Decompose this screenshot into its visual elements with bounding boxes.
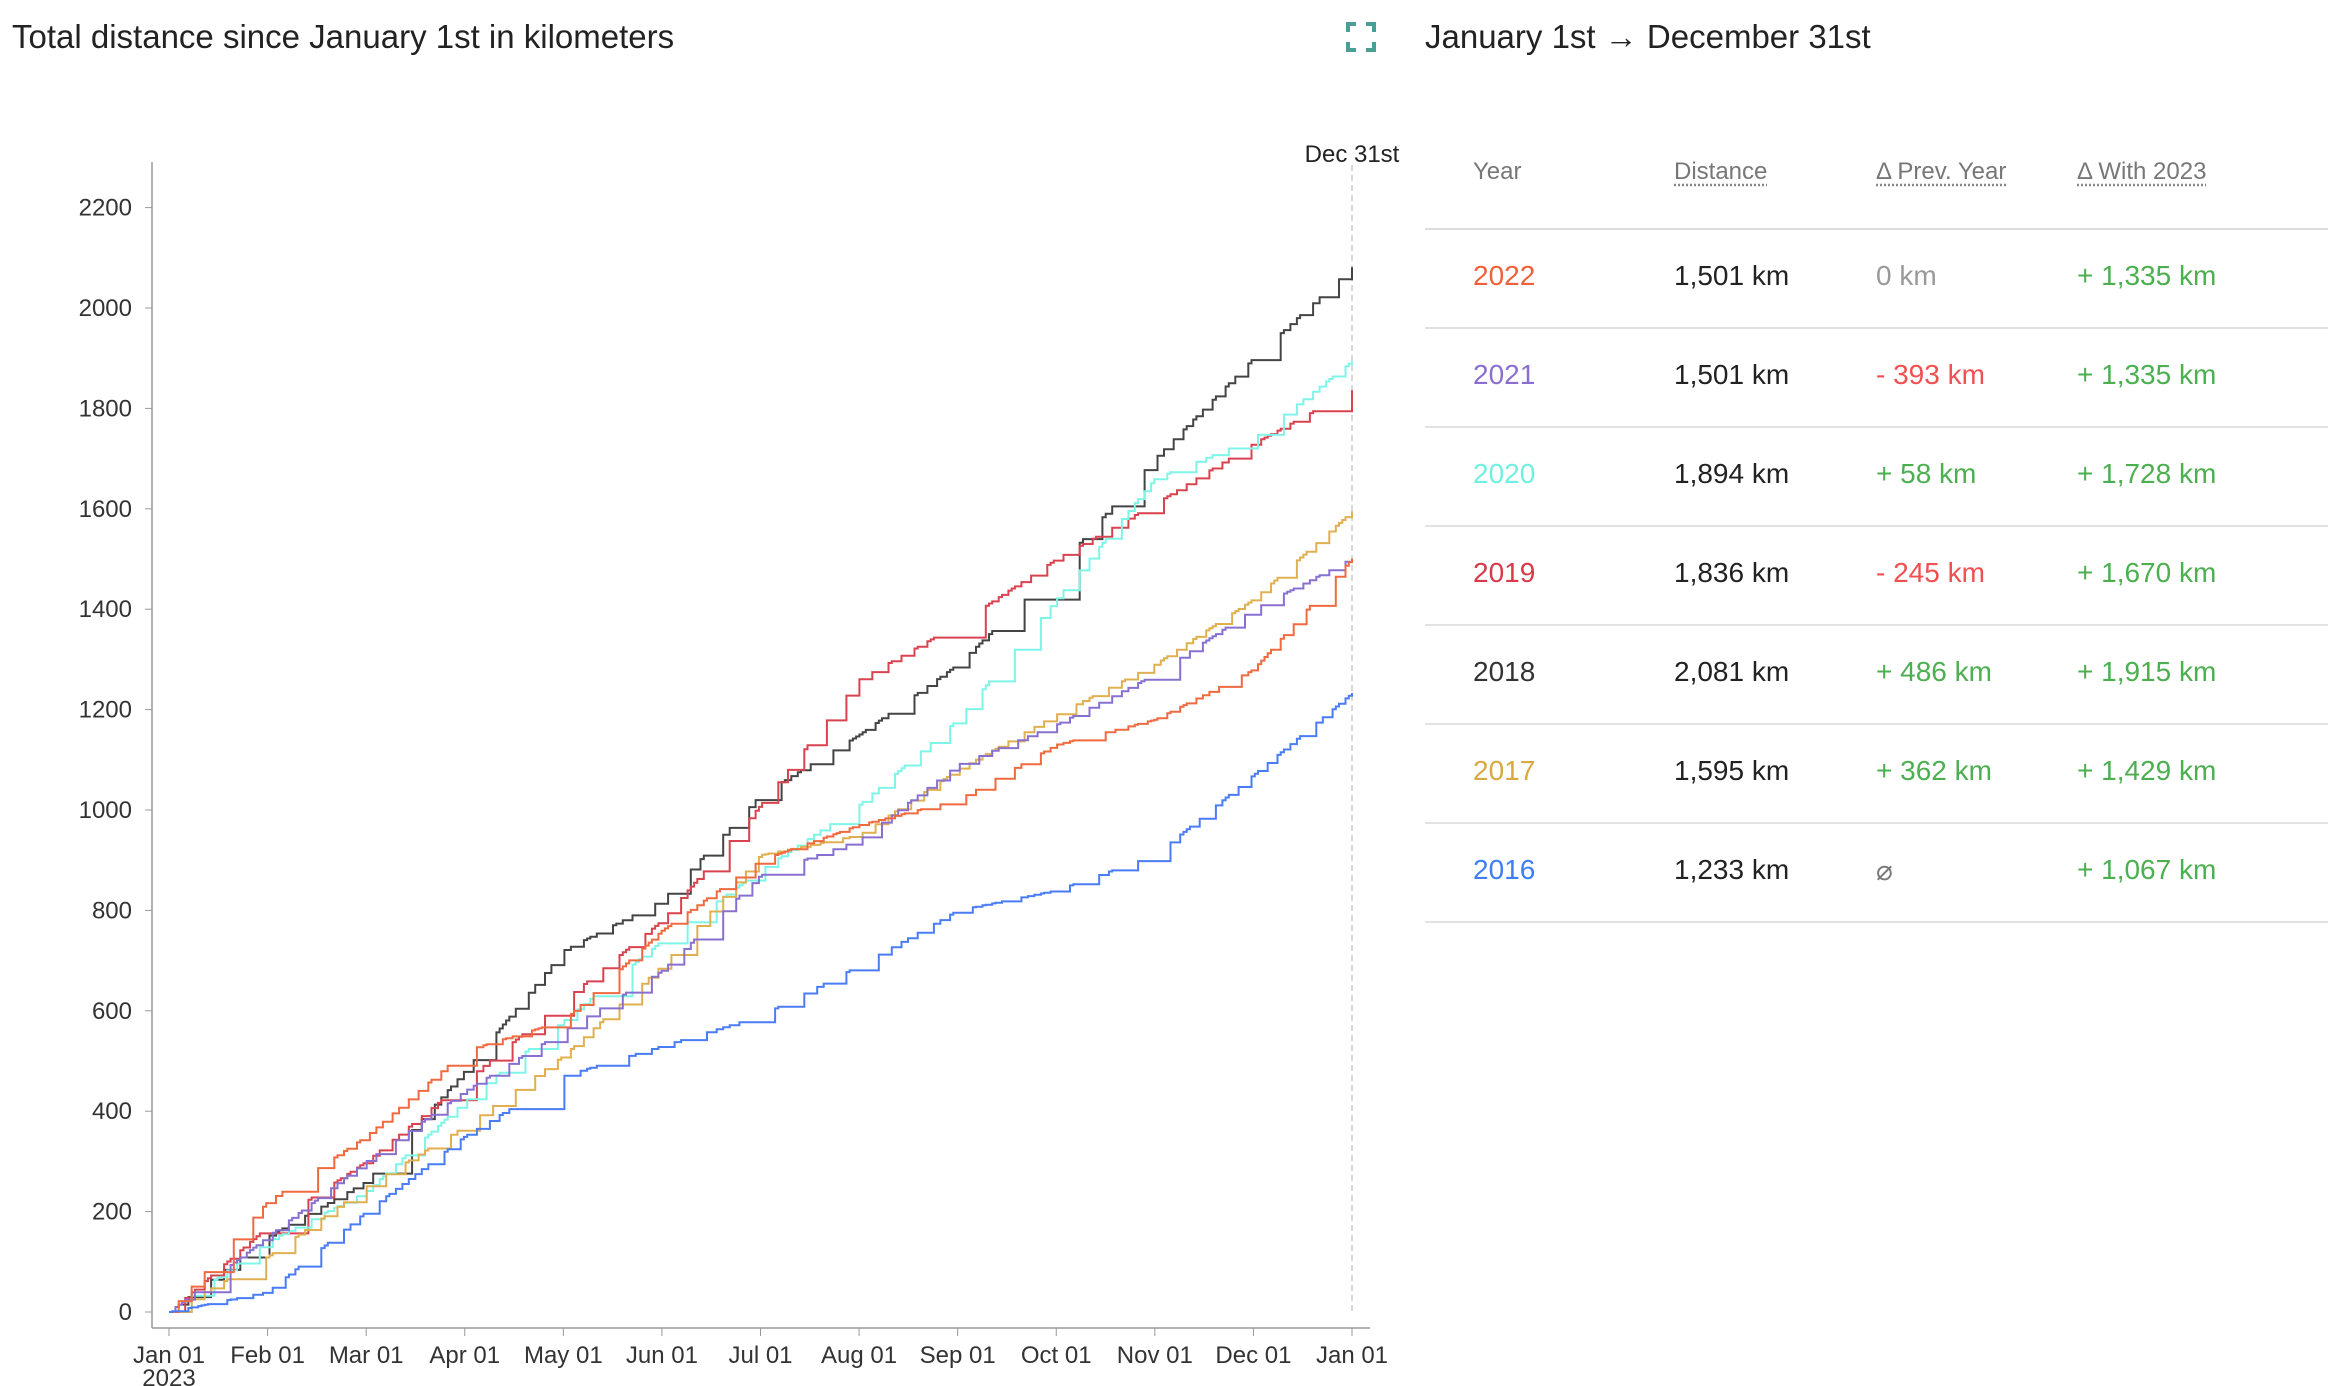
table-row: 2020 1,894 km + 58 km + 1,728 km — [1425, 428, 2328, 527]
x-tick-label: Mar 01 — [329, 1342, 404, 1369]
series-line-2019 — [169, 390, 1353, 1313]
distance-cell: 1,595 km — [1674, 755, 1790, 786]
year-cell: 2019 — [1473, 557, 1536, 588]
table-row: 2017 1,595 km + 362 km + 1,429 km — [1425, 725, 2328, 824]
year-cell: 2018 — [1473, 656, 1536, 687]
x-tick-label: Aug 01 — [821, 1342, 897, 1369]
series-line-2016 — [169, 693, 1353, 1313]
table-row: 2021 1,501 km - 393 km + 1,335 km — [1425, 329, 2328, 428]
year-cell: 2020 — [1473, 458, 1536, 489]
year-cell: 2022 — [1473, 260, 1536, 291]
x-tick-label: Apr 01 — [429, 1342, 500, 1369]
distance-cell: 1,233 km — [1674, 854, 1790, 885]
with-2023-cell: + 1,728 km — [2077, 458, 2217, 489]
year-table: Year Distance Δ Prev. Year Δ With 2023 2… — [1425, 140, 2328, 923]
series-line-2020 — [169, 361, 1353, 1313]
y-tick-label: 1000 — [79, 797, 132, 824]
series-line-2018 — [169, 267, 1353, 1313]
table-row: 2019 1,836 km - 245 km + 1,670 km — [1425, 527, 2328, 626]
prev-year-cell: - 393 km — [1876, 359, 1985, 390]
y-tick-label: 200 — [92, 1199, 132, 1226]
y-tick-label: 1200 — [79, 697, 132, 724]
table-row: 2018 2,081 km + 486 km + 1,915 km — [1425, 626, 2328, 725]
x-tick-label: Jan 01 — [1316, 1342, 1388, 1369]
x-year-label: 2023 — [142, 1365, 195, 1386]
y-tick-label: 800 — [92, 897, 132, 924]
prev-year-cell: ⌀ — [1876, 855, 1893, 886]
prev-year-cell: 0 km — [1876, 260, 1937, 291]
prev-year-cell: + 362 km — [1876, 755, 1992, 786]
range-title: January 1st → December 31st — [1425, 18, 1871, 55]
dec31-label: Dec 31st — [1305, 141, 1400, 168]
y-tick-label: 2000 — [79, 295, 132, 322]
chart-title: Total distance since January 1st in kilo… — [12, 18, 675, 55]
y-tick-label: 1400 — [79, 596, 132, 623]
year-cell: 2021 — [1473, 359, 1536, 390]
prev-year-cell: - 245 km — [1876, 557, 1985, 588]
x-tick-label: Oct 01 — [1021, 1342, 1092, 1369]
y-tick-label: 1600 — [79, 496, 132, 523]
with-2023-cell: + 1,335 km — [2077, 359, 2217, 390]
distance-cell: 2,081 km — [1674, 656, 1790, 687]
x-tick-label: Dec 01 — [1215, 1342, 1291, 1369]
table-row: 2016 1,233 km ⌀ + 1,067 km — [1425, 824, 2328, 923]
x-tick-label: Nov 01 — [1117, 1342, 1193, 1369]
y-tick-label: 0 — [119, 1299, 132, 1326]
with-2023-cell: + 1,915 km — [2077, 656, 2217, 687]
y-tick-label: 600 — [92, 998, 132, 1025]
prev-year-cell: + 486 km — [1876, 656, 1992, 687]
year-cell: 2017 — [1473, 755, 1536, 786]
series-line-2021 — [169, 558, 1353, 1313]
distance-cell: 1,894 km — [1674, 458, 1790, 489]
expand-icon[interactable] — [1346, 22, 1376, 52]
year-cell: 2016 — [1473, 854, 1536, 885]
y-tick-label: 400 — [92, 1098, 132, 1125]
x-tick-label: May 01 — [524, 1342, 603, 1369]
series-line-2022 — [169, 558, 1353, 1313]
x-tick-label: Feb 01 — [230, 1342, 305, 1369]
distance-cell: 1,501 km — [1674, 260, 1790, 291]
with-2023-cell: + 1,429 km — [2077, 755, 2217, 786]
distance-chart: 0 200 400 600 800 1000 1200 1400 1600 1800 2000 220… — [79, 141, 1400, 1386]
table-row: 2022 1,501 km 0 km + 1,335 km — [1425, 230, 2328, 329]
y-tick-label: 1800 — [79, 395, 132, 422]
x-tick-label: Jun 01 — [626, 1342, 698, 1369]
x-tick-label: Jan 01 — [133, 1342, 205, 1369]
with-2023-cell: + 1,670 km — [2077, 557, 2217, 588]
header-year: Year — [1473, 158, 1522, 185]
y-tick-label: 2200 — [79, 195, 132, 222]
header-prev-year[interactable]: Δ Prev. Year — [1876, 158, 2007, 185]
distance-cell: 1,501 km — [1674, 359, 1790, 390]
with-2023-cell: + 1,067 km — [2077, 854, 2217, 885]
header-with-2023[interactable]: Δ With 2023 — [2077, 158, 2207, 185]
with-2023-cell: + 1,335 km — [2077, 260, 2217, 291]
x-tick-label: Sep 01 — [920, 1342, 996, 1369]
table-header: Year Distance Δ Prev. Year Δ With 2023 — [1425, 140, 2328, 230]
prev-year-cell: + 58 km — [1876, 458, 1977, 489]
distance-cell: 1,836 km — [1674, 557, 1790, 588]
header-distance[interactable]: Distance — [1674, 158, 1768, 185]
x-tick-label: Jul 01 — [728, 1342, 792, 1369]
